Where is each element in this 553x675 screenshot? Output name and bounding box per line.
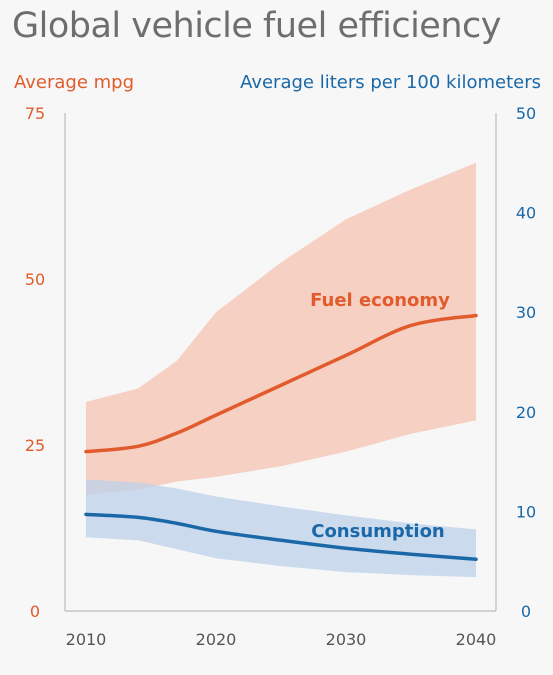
right-tick-label: 0	[521, 602, 531, 621]
left-tick-label: 75	[25, 104, 45, 123]
band-fuel-economy	[86, 162, 476, 495]
line-fuel-economy	[84, 313, 478, 454]
left-tick-label: 50	[25, 270, 45, 289]
series-label-consumption: Consumption	[311, 521, 445, 542]
line-consumption	[84, 512, 478, 561]
right-tick-label: 20	[516, 403, 536, 422]
series-label-fuel-economy: Fuel economy	[310, 290, 450, 311]
left-tick-label: 25	[25, 436, 45, 455]
chart-title: Global vehicle fuel efficiency	[12, 6, 501, 46]
right-tick-label: 30	[516, 303, 536, 322]
x-tick-label: 2040	[456, 630, 497, 649]
right-tick-label: 50	[516, 104, 536, 123]
x-tick-label: 2030	[326, 630, 367, 649]
left-axis-label: Average mpg	[14, 72, 135, 93]
left-tick-label: 0	[30, 602, 40, 621]
right-axis-label: Average liters per 100 kilometers	[240, 72, 541, 93]
x-tick-label: 2020	[196, 630, 237, 649]
right-tick-label: 40	[516, 204, 536, 223]
right-tick-label: 10	[516, 502, 536, 521]
x-tick-label: 2010	[66, 630, 107, 649]
